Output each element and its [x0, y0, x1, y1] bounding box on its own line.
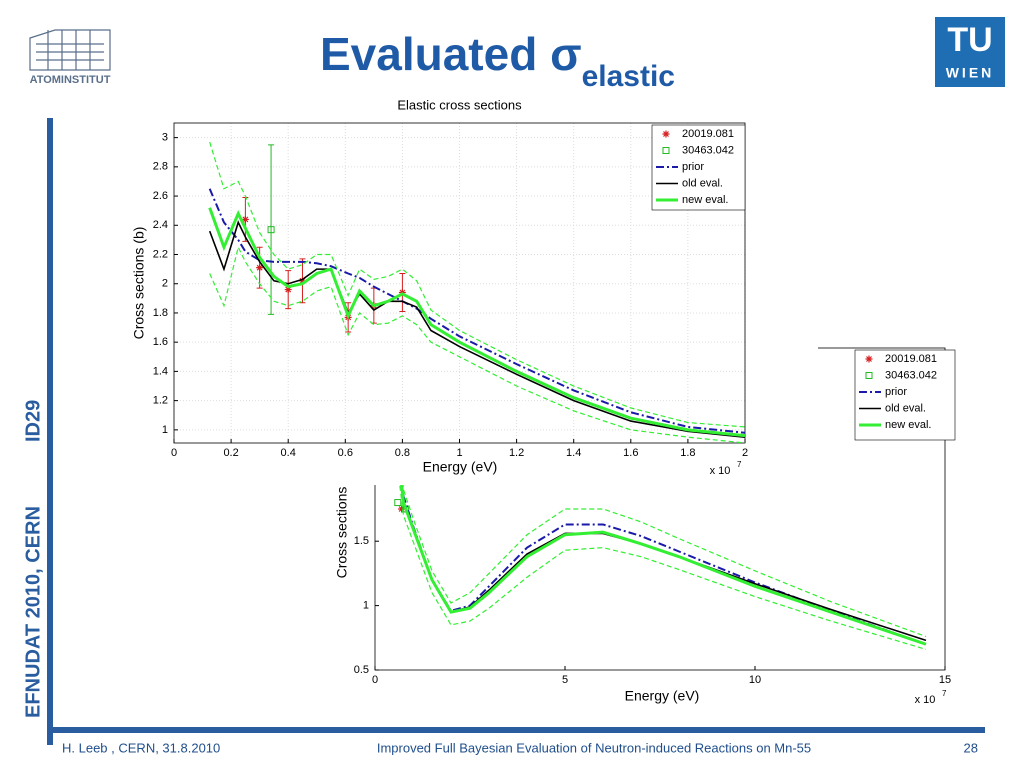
- x-tick-label: 0: [171, 447, 177, 459]
- tu-logo: [935, 17, 1005, 87]
- y-tick-label: 1.2: [153, 395, 168, 407]
- tu-logo-bottom: WIEN: [946, 65, 995, 81]
- atominstitut-logo: [29, 29, 111, 71]
- x-multiplier: x 10: [915, 694, 936, 706]
- y-tick-label: 2: [162, 278, 168, 290]
- series-line: [208, 188, 745, 434]
- data-point: [267, 226, 275, 234]
- y-tick-label: 1.8: [153, 307, 168, 319]
- title-subscript: elastic: [582, 60, 675, 93]
- x-tick-label: 0.2: [223, 447, 238, 459]
- legend-marker: [865, 355, 873, 363]
- x-axis-label: Energy (eV): [625, 688, 700, 704]
- x-tick-label: 1.8: [680, 447, 695, 459]
- y-tick-label: 2.8: [153, 161, 168, 173]
- series-line: [209, 141, 745, 428]
- page-number: 28: [964, 740, 978, 755]
- title-main: Evaluated σ: [320, 28, 582, 80]
- series-line: [393, 438, 927, 650]
- data-point: [284, 286, 292, 294]
- slide-title: Evaluated σelastic: [320, 28, 675, 93]
- x-tick-label: 10: [749, 674, 761, 686]
- chart-title: Elastic cross sections: [397, 97, 522, 112]
- x-axis-label: Energy (eV): [423, 459, 498, 475]
- legend-label: new eval.: [682, 194, 728, 206]
- data-point: [241, 215, 249, 223]
- x-tick-label: 2: [742, 447, 748, 459]
- y-tick-label: 1.5: [354, 535, 369, 547]
- legend-label: prior: [885, 386, 907, 398]
- y-tick-label: 2.6: [153, 190, 168, 202]
- x-tick-label: 1: [456, 447, 462, 459]
- y-tick-label: 0.5: [354, 664, 369, 676]
- footer-center: Improved Full Bayesian Evaluation of Neu…: [377, 740, 811, 755]
- x-tick-label: 1.2: [509, 447, 524, 459]
- plot-area: [392, 386, 927, 650]
- series-line: [392, 412, 927, 646]
- plot-area: [208, 141, 745, 443]
- y-tick-label: 1: [162, 424, 168, 436]
- chart: Elastic cross sections 1 1.2 1.4 1.6 1.8 2 2.2 2…: [131, 94, 818, 485]
- y-tick-label: 1: [363, 600, 369, 612]
- x-multiplier-exponent: 7: [942, 689, 947, 698]
- data-point: [256, 264, 264, 272]
- y-axis-label: Cross sections (b): [131, 227, 147, 340]
- x-tick-label: 15: [939, 674, 951, 686]
- x-tick-label: 0.8: [395, 447, 410, 459]
- y-tick-label: 1.4: [153, 365, 168, 377]
- legend-label: 30463.042: [682, 144, 734, 156]
- bottom-bar: [47, 727, 985, 733]
- series-line: [393, 386, 927, 638]
- legend-marker: [662, 147, 670, 154]
- y-tick-label: 1.6: [153, 336, 168, 348]
- x-tick-label: 0: [372, 674, 378, 686]
- side-id: ID29: [22, 400, 44, 442]
- logo-lines: [36, 30, 104, 70]
- data-point: [398, 505, 406, 513]
- logo-building: [29, 29, 111, 71]
- y-tick-label: 2.2: [153, 248, 168, 260]
- plot-frame: [173, 122, 746, 444]
- legend-label: 30463.042: [885, 369, 937, 381]
- side-text: EFNUDAT 2010, CERN: [22, 506, 44, 718]
- x-tick-label: 0.6: [338, 447, 353, 459]
- legend-label: old eval.: [682, 177, 723, 189]
- logo-text: ATOMINSTITUT: [30, 74, 111, 86]
- tu-logo-top: TU: [947, 21, 992, 59]
- legend-label: old eval.: [885, 402, 926, 414]
- footer-left: H. Leeb , CERN, 31.8.2010: [62, 740, 220, 755]
- legend-marker: [865, 372, 873, 379]
- series-line: [208, 207, 745, 438]
- legend-label: 20019.081: [682, 128, 734, 140]
- error-bar: [268, 144, 275, 315]
- x-tick-label: 1.4: [566, 447, 581, 459]
- x-tick-label: 0.4: [281, 447, 296, 459]
- y-axis-label: Cross sections (b): [334, 466, 350, 579]
- legend-label: 20019.081: [885, 353, 937, 365]
- legend-label: prior: [682, 161, 704, 173]
- y-tick-label: 3: [162, 132, 168, 144]
- x-multiplier: x 10: [710, 465, 731, 477]
- side-bar: [47, 118, 53, 745]
- x-tick-label: 1.6: [623, 447, 638, 459]
- legend-label: new eval.: [885, 419, 931, 431]
- data-point: [298, 277, 306, 285]
- x-tick-label: 5: [562, 674, 568, 686]
- y-tick-label: 2.4: [153, 219, 168, 231]
- data-point: [394, 499, 402, 507]
- series-line: [209, 245, 745, 443]
- x-multiplier-exponent: 7: [737, 460, 742, 469]
- legend-marker: [662, 130, 670, 138]
